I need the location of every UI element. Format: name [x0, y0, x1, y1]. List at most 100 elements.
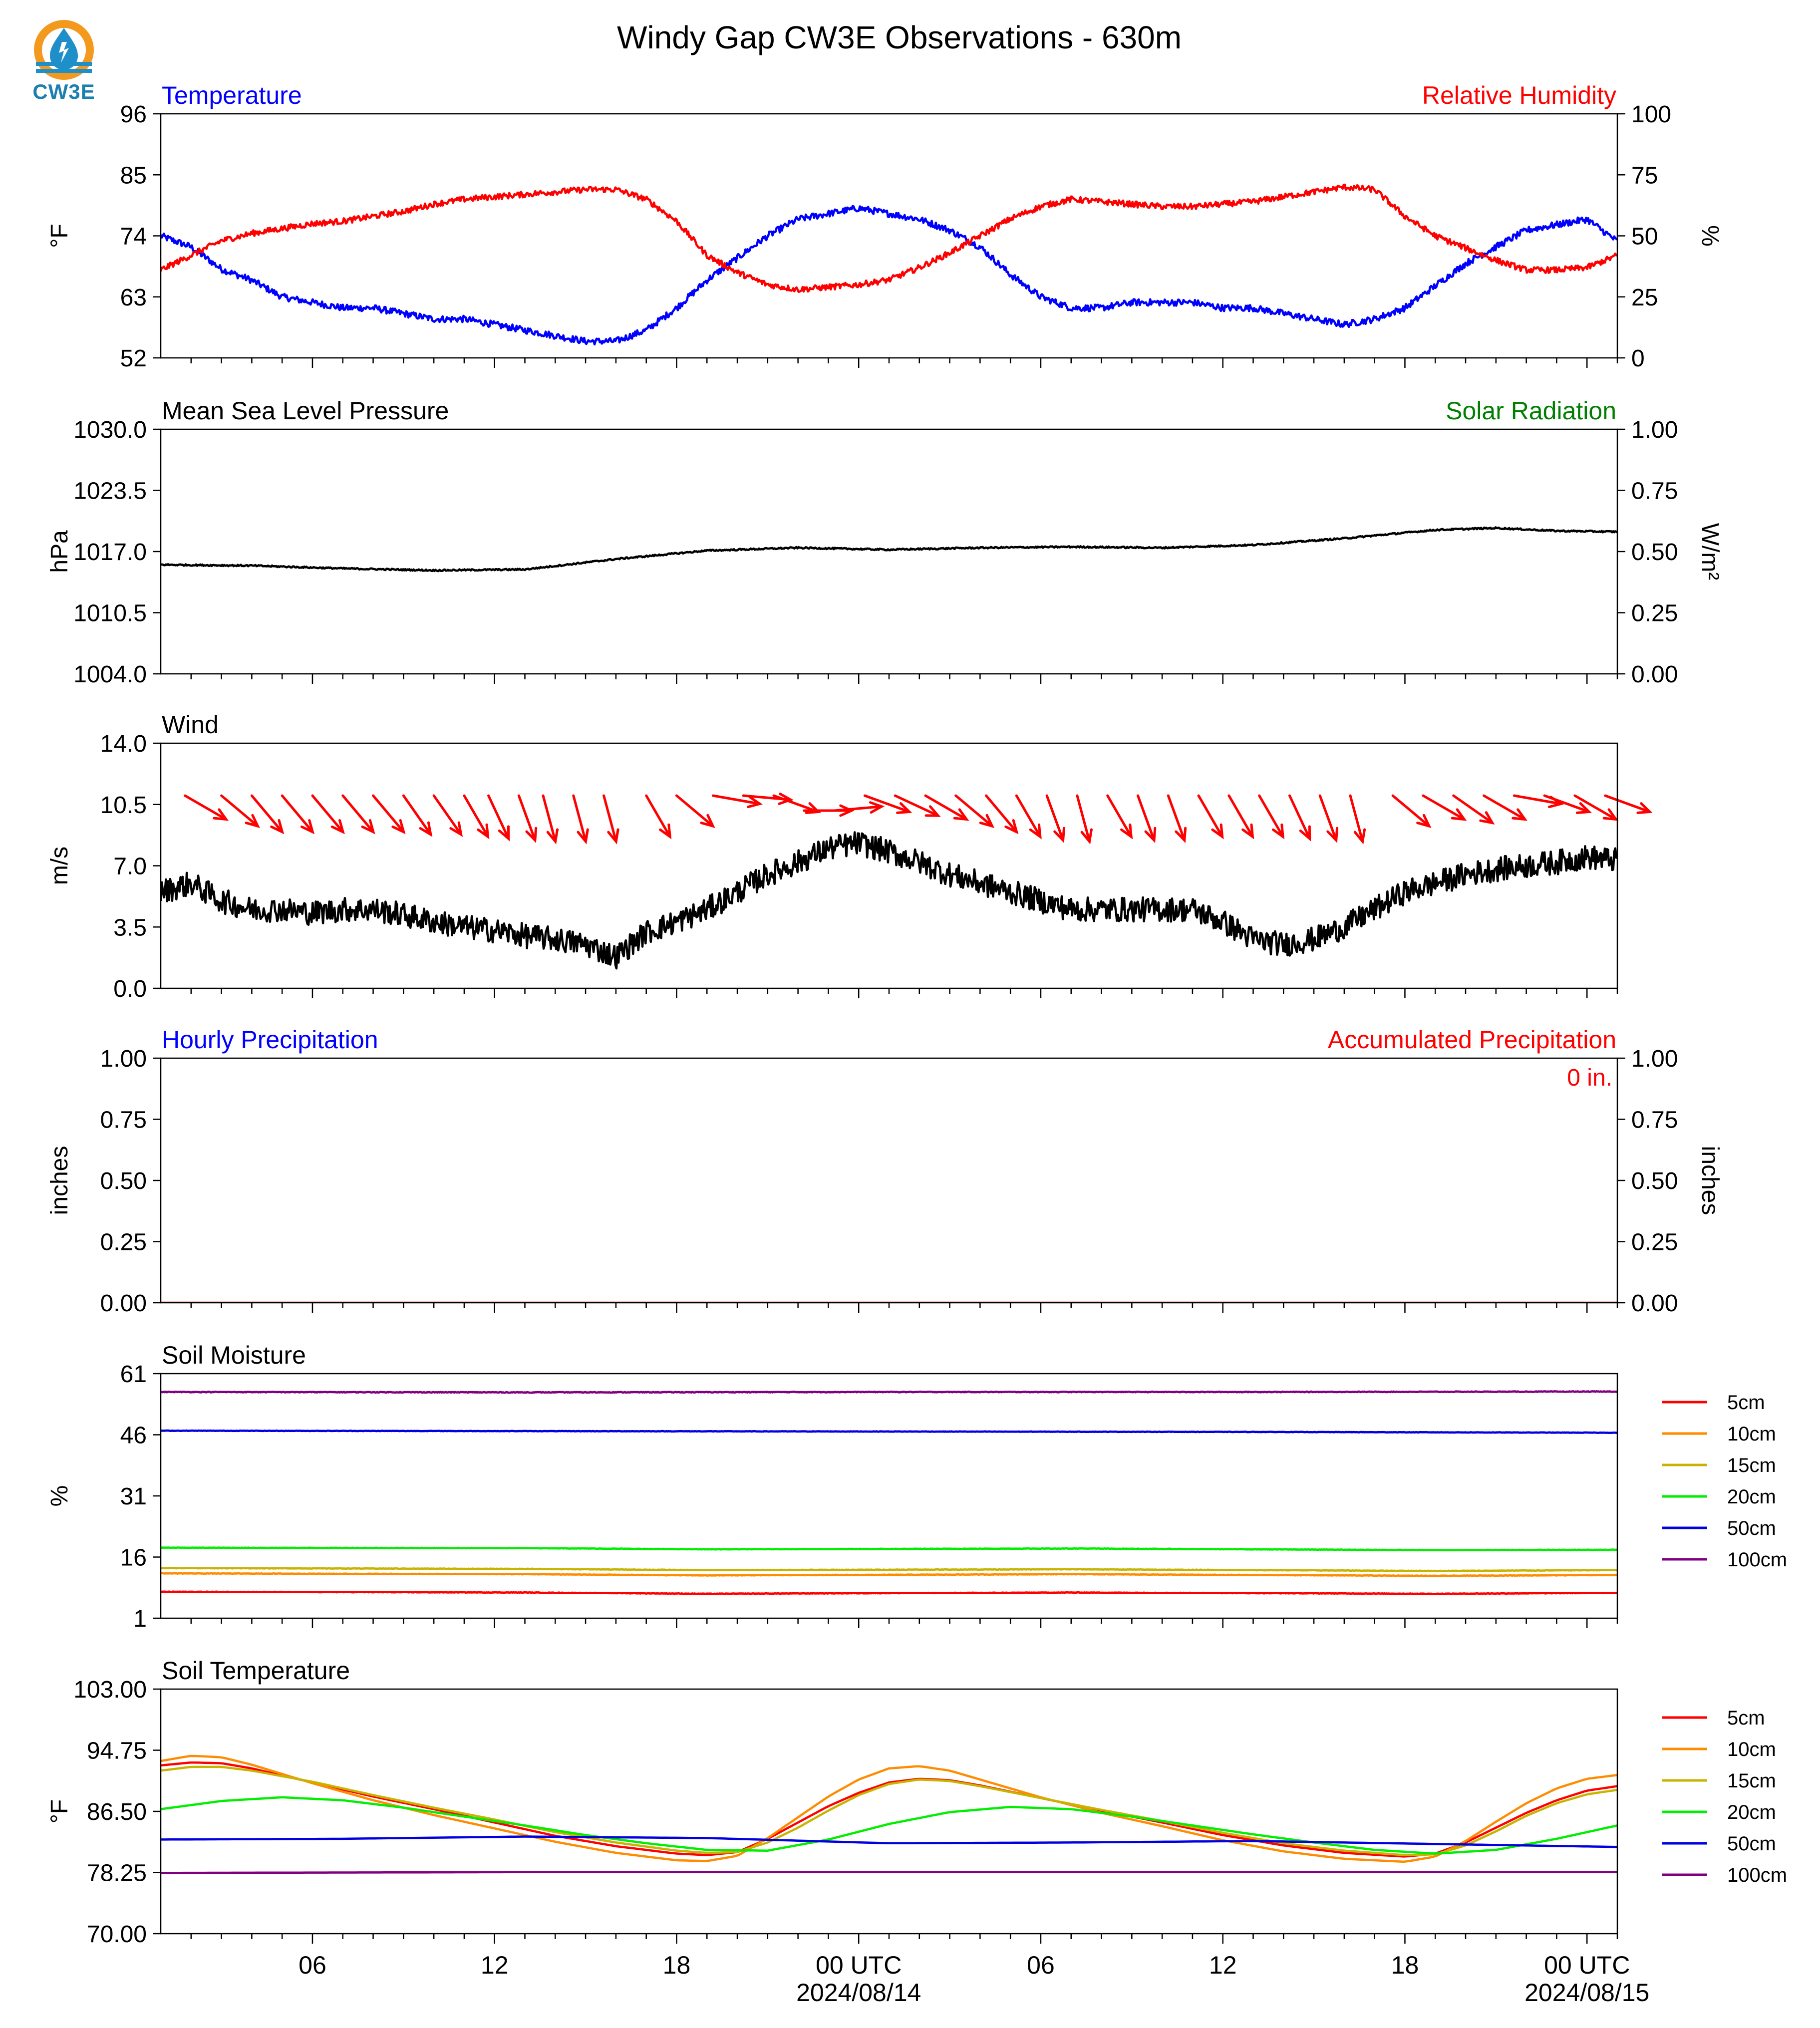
- series-line-1: [161, 183, 1617, 293]
- legend-label: 15cm: [1727, 1770, 1776, 1792]
- panel-title-left: Wind: [162, 711, 219, 739]
- y-tick-label-right: 25: [1631, 285, 1658, 311]
- panel-temp-rh: 52 63 74 85 96 0 25 50 75 100 Temperature Relative …: [46, 81, 1723, 372]
- y-tick-label: 52: [120, 345, 147, 372]
- y-axis-label-right: inches: [1697, 1146, 1723, 1215]
- series-line-0: [161, 1761, 1617, 1858]
- y-tick-label: 10.5: [100, 792, 147, 819]
- y-tick-label: 3.5: [113, 914, 147, 941]
- y-tick-label-right: 0.25: [1631, 600, 1678, 627]
- y-tick-label: 1030.0: [73, 417, 147, 443]
- wind-arrow: [603, 794, 619, 845]
- x-tick-label: 12: [481, 1951, 509, 1979]
- y-tick-label-right: 0.50: [1631, 539, 1678, 566]
- y-tick-label: 1004.0: [73, 661, 147, 688]
- plot-frame: [160, 1373, 1618, 1619]
- wind-arrow: [1197, 794, 1224, 840]
- panel-soil-moisture: 1 16 31 46 61 Soil Moisture% 5cm 10cm 15cm 20cm 50…: [46, 1341, 1787, 1632]
- series-line-3: [161, 1796, 1617, 1855]
- x-tick-label: 06: [1027, 1951, 1055, 1979]
- y-tick-label-right: 0: [1631, 345, 1645, 372]
- wind-arrow: [250, 794, 285, 835]
- y-tick-label: 103.00: [73, 1677, 147, 1703]
- wind-arrow: [1349, 794, 1366, 845]
- wind-arrow: [1106, 794, 1133, 840]
- wind-arrow: [1604, 794, 1653, 814]
- series-group: [161, 183, 1617, 346]
- y-tick-label: 1.00: [100, 1046, 147, 1072]
- wind-arrow: [1318, 794, 1339, 843]
- wind-arrow: [463, 794, 490, 840]
- panel-title-left: Soil Moisture: [162, 1341, 306, 1369]
- series-line-1: [161, 1572, 1617, 1577]
- wind-arrow: [311, 794, 345, 835]
- x-tick-date-label: 2024/08/14: [796, 1979, 921, 2007]
- y-tick-label-right: 0.50: [1631, 1168, 1678, 1194]
- x-tick-label: 00 UTC: [1544, 1951, 1630, 1979]
- wind-arrow: [1452, 794, 1495, 825]
- series-line-1: [161, 1754, 1617, 1863]
- x-tick-label: 00 UTC: [816, 1951, 902, 1979]
- cw3e-logo: CW3E: [29, 16, 99, 103]
- legend: 5cm 10cm 15cm 20cm 50cm 100cm: [1662, 1707, 1787, 1886]
- y-axis-label: °F: [46, 1799, 73, 1824]
- y-tick-label: 78.25: [87, 1860, 147, 1887]
- x-tick-label: 18: [1391, 1951, 1419, 1979]
- panel-title-left: Mean Sea Level Pressure: [162, 397, 449, 425]
- series-line-5: [161, 1871, 1617, 1874]
- legend-label: 20cm: [1727, 1801, 1776, 1823]
- y-tick-label: 94.75: [87, 1738, 147, 1764]
- wind-arrow: [1543, 794, 1592, 814]
- wind-arrow: [675, 794, 715, 828]
- y-tick-label-right: 0.00: [1631, 1290, 1678, 1317]
- wind-arrow: [372, 794, 406, 835]
- x-tick-label: 12: [1209, 1951, 1237, 1979]
- legend-label: 20cm: [1727, 1486, 1776, 1508]
- panel-title-left: Temperature: [162, 81, 302, 109]
- wind-arrow: [402, 794, 433, 837]
- wind-arrow: [432, 794, 463, 837]
- y-tick-label: 46: [120, 1423, 147, 1449]
- y-tick-label-right: 0.25: [1631, 1229, 1678, 1256]
- y-tick-label-right: 1.00: [1631, 1046, 1678, 1072]
- legend-label: 10cm: [1727, 1423, 1776, 1445]
- legend-label: 5cm: [1727, 1707, 1765, 1729]
- y-tick-label: 61: [120, 1361, 147, 1388]
- y-tick-label: 96: [120, 101, 147, 128]
- cw3e-logo-text: CW3E: [32, 80, 95, 103]
- plot-frame: [160, 742, 1618, 989]
- wind-arrow: [542, 794, 559, 845]
- legend-label: 100cm: [1727, 1864, 1787, 1886]
- legend: 5cm 10cm 15cm 20cm 50cm 100cm: [1662, 1392, 1787, 1571]
- series-group: [161, 526, 1617, 573]
- wind-arrow: [1422, 794, 1467, 821]
- wind-arrow: [1573, 794, 1619, 821]
- wind-arrow: [863, 794, 912, 814]
- wind-arrow: [572, 794, 589, 845]
- y-tick-label-right: 0.75: [1631, 1107, 1678, 1134]
- legend-label: 50cm: [1727, 1517, 1776, 1539]
- y-axis-label: inches: [46, 1146, 73, 1215]
- wind-arrow: [220, 794, 260, 828]
- plot-frame: [160, 1688, 1618, 1935]
- legend-label: 5cm: [1727, 1392, 1765, 1414]
- y-tick-label: 7.0: [113, 854, 147, 880]
- wind-arrow: [985, 794, 1019, 835]
- y-tick-label: 31: [120, 1483, 147, 1510]
- y-tick-label-right: 1.00: [1631, 417, 1678, 443]
- series-line-0: [161, 831, 1617, 970]
- wind-arrow: [924, 794, 969, 821]
- wind-arrow: [1045, 794, 1065, 843]
- series-group: [161, 1390, 1617, 1595]
- wind-arrow: [341, 794, 375, 835]
- y-tick-label: 14.0: [100, 731, 147, 757]
- y-axis-label: hPa: [46, 530, 73, 573]
- cw3e-logo-icon: [34, 20, 94, 80]
- wind-arrow: [1227, 794, 1254, 840]
- series-line-3: [161, 1546, 1617, 1552]
- panel-wind: 0.0 3.5 7.0 10.5 14.0 Wind m/s: [46, 711, 1653, 1002]
- wind-arrow: [645, 794, 672, 840]
